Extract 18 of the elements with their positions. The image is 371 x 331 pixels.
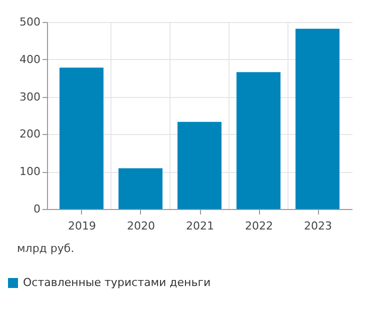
y-tick-label: 500 (20, 16, 40, 28)
y-tick-label: 200 (20, 128, 40, 141)
bar (236, 72, 280, 209)
y-tick-label: 0 (34, 202, 40, 216)
bar (296, 28, 340, 209)
legend-label: Оставленные туристами деньги (23, 276, 211, 289)
x-tick-label: 2019 (68, 220, 96, 232)
y-tick-label: 100 (20, 165, 40, 178)
x-tick-label: 2023 (304, 220, 332, 232)
bar (118, 168, 162, 209)
y-axis-title: млрд руб. (17, 242, 74, 255)
bar (60, 68, 104, 209)
x-tick-label: 2022 (245, 220, 273, 232)
y-tick-label: 300 (20, 90, 40, 104)
bar (178, 122, 222, 209)
x-tick-label: 2021 (186, 220, 214, 232)
y-tick-label: 400 (20, 52, 40, 66)
x-tick-label: 2020 (127, 220, 155, 232)
